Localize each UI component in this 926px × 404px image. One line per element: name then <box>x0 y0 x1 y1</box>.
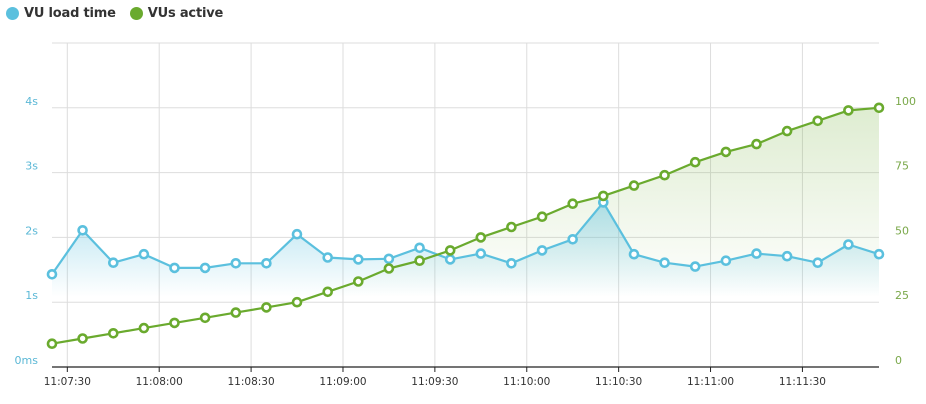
x-tick-label: 11:11:30 <box>779 376 826 388</box>
legend-item-vu-load-time[interactable]: VU load time <box>6 6 116 21</box>
data-point <box>659 257 670 269</box>
data-point <box>46 268 58 280</box>
data-point <box>689 156 701 168</box>
data-point <box>843 239 854 250</box>
legend-label: VU load time <box>24 6 116 21</box>
x-tick-label: 11:09:30 <box>411 376 458 388</box>
data-point <box>261 257 272 269</box>
vu-load-time-area <box>52 202 879 297</box>
x-tick-label: 11:07:30 <box>44 376 91 388</box>
data-point <box>689 261 701 272</box>
data-point <box>77 333 88 344</box>
y-left-tick-label: 0ms <box>15 354 39 367</box>
data-point <box>199 262 211 274</box>
data-point <box>169 317 180 329</box>
x-tick-label: 11:08:00 <box>136 376 183 388</box>
data-point <box>414 255 425 267</box>
data-point <box>108 327 119 339</box>
vus-active-line <box>51 106 880 345</box>
data-point <box>720 146 732 158</box>
data-point <box>781 250 793 262</box>
series-areas <box>52 107 879 344</box>
chart-legend: VU load time VUs active <box>6 6 223 21</box>
green-circle-icon <box>129 7 143 20</box>
y-left-tick-label: 2s <box>25 224 38 237</box>
data-point <box>475 248 487 259</box>
legend-label: VUs active <box>147 6 224 21</box>
data-point <box>843 105 854 116</box>
data-point <box>169 262 180 274</box>
data-point <box>108 257 119 269</box>
series-lines <box>51 106 880 345</box>
x-tick-label: 11:08:30 <box>228 376 275 388</box>
data-point <box>873 248 885 260</box>
data-point <box>567 198 579 209</box>
data-point <box>720 255 732 267</box>
data-point <box>506 221 517 233</box>
data-point <box>322 286 334 298</box>
vu-load-time-line <box>51 201 880 275</box>
data-point <box>781 125 793 137</box>
data-point <box>597 190 609 202</box>
data-point <box>352 254 364 265</box>
data-point <box>199 312 211 324</box>
data-point <box>812 115 824 127</box>
y-left-tick-label: 3s <box>25 160 38 173</box>
y-right-tick-label: 75 <box>895 160 909 173</box>
data-point <box>751 248 762 259</box>
series-points <box>46 102 885 350</box>
data-point <box>77 225 88 236</box>
x-tick-label: 11:09:00 <box>319 376 366 388</box>
data-point <box>659 169 670 181</box>
data-point <box>812 257 824 269</box>
data-point <box>230 257 242 269</box>
data-point <box>352 276 364 287</box>
legend-item-vus-active[interactable]: VUs active <box>129 6 224 21</box>
data-point <box>138 322 150 334</box>
data-point <box>444 254 456 265</box>
data-point <box>873 102 885 114</box>
data-point <box>383 263 395 274</box>
data-point <box>138 248 150 260</box>
data-point <box>291 296 303 308</box>
data-point <box>536 245 548 256</box>
data-point <box>291 228 303 240</box>
data-point <box>230 307 242 318</box>
y-right-tick-label: 0 <box>895 354 902 367</box>
blue-circle-icon <box>6 7 19 20</box>
data-point <box>261 302 272 313</box>
data-point <box>414 242 425 254</box>
x-tick-label: 11:10:00 <box>503 376 550 388</box>
y-left-tick-label: 4s <box>25 95 38 108</box>
data-point <box>475 232 487 243</box>
data-point <box>536 211 548 222</box>
data-point <box>628 180 640 191</box>
data-point <box>46 338 58 350</box>
x-tick-label: 11:10:30 <box>595 376 642 388</box>
data-point <box>628 248 640 260</box>
y-right-tick-label: 100 <box>895 95 916 108</box>
data-point <box>751 138 762 150</box>
y-right-tick-label: 25 <box>895 289 909 302</box>
data-point <box>506 257 517 269</box>
data-point <box>444 245 456 256</box>
y-left-tick-label: 1s <box>25 289 38 302</box>
data-point <box>322 252 334 263</box>
data-point <box>383 253 395 265</box>
y-right-tick-label: 50 <box>895 224 909 237</box>
chart-axes: 11:07:30 11:08:00 11:08:30 11:09:00 11:09:30… <box>15 95 916 388</box>
data-point <box>567 234 579 245</box>
x-tick-label: 11:11:00 <box>687 376 734 388</box>
